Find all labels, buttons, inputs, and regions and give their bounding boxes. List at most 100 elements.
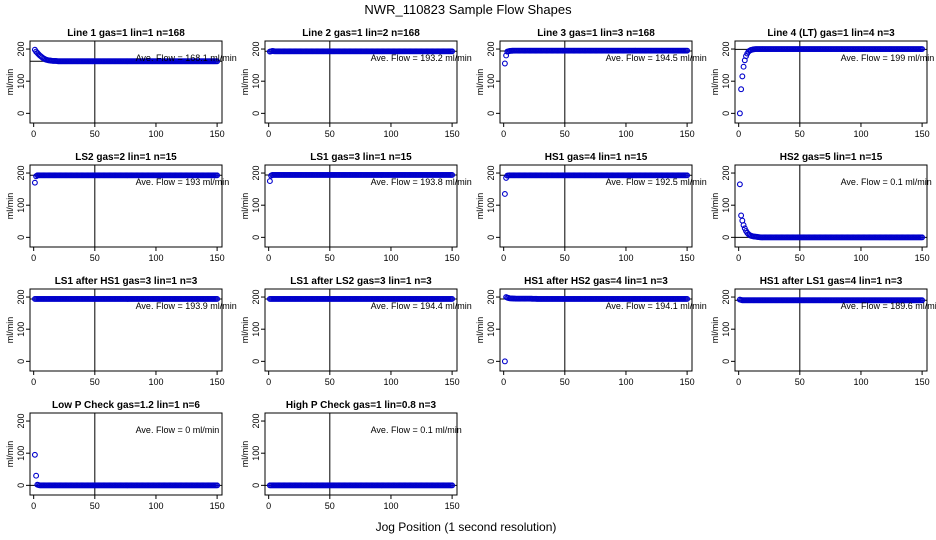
panel: Line 3 gas=1 lin=3 n=168 ml/min 0 50 100 150 0… bbox=[475, 28, 707, 139]
panel: LS1 gas=3 lin=1 n=15 ml/min 0 50 100 150 0 100 2… bbox=[240, 152, 472, 263]
panel-ylabel: ml/min bbox=[710, 193, 720, 220]
x-tick-label: 0 bbox=[31, 129, 36, 139]
data-point bbox=[501, 190, 508, 197]
y-tick-label: 0 bbox=[16, 359, 26, 364]
x-tick-label: 50 bbox=[795, 129, 805, 139]
y-tick-label: 0 bbox=[251, 235, 261, 240]
plot-frame bbox=[29, 164, 223, 248]
plot-frame bbox=[29, 412, 223, 496]
y-tick-label: 0 bbox=[721, 359, 731, 364]
y-tick-label: 200 bbox=[721, 166, 731, 181]
panel-annotation: Ave. Flow = 194.5 ml/min bbox=[606, 53, 707, 63]
panel: HS1 after LS1 gas=4 lin=1 n=3 ml/min 0 50 10… bbox=[710, 276, 936, 387]
data-point bbox=[740, 222, 747, 229]
x-tick-label: 0 bbox=[266, 377, 271, 387]
x-tick-label: 100 bbox=[383, 253, 398, 263]
x-tick-label: 0 bbox=[266, 253, 271, 263]
y-tick-label: 200 bbox=[16, 166, 26, 181]
plot-frame bbox=[29, 288, 223, 372]
panel-annotation: Ave. Flow = 168.1 ml/min bbox=[136, 53, 237, 63]
panel-annotation: Ave. Flow = 199 ml/min bbox=[841, 53, 935, 63]
x-tick-label: 100 bbox=[853, 129, 868, 139]
y-tick-label: 200 bbox=[251, 42, 261, 57]
y-tick-label: 0 bbox=[16, 235, 26, 240]
x-tick-label: 0 bbox=[501, 253, 506, 263]
x-tick-label: 0 bbox=[736, 253, 741, 263]
plot-frame bbox=[264, 40, 458, 124]
data-point bbox=[738, 212, 745, 219]
x-tick-label: 150 bbox=[445, 377, 460, 387]
panel-annotation: Ave. Flow = 194.4 ml/min bbox=[371, 301, 472, 311]
y-tick-label: 100 bbox=[251, 446, 261, 461]
x-tick-label: 50 bbox=[325, 253, 335, 263]
plot-frame bbox=[499, 288, 693, 372]
y-tick-label: 200 bbox=[251, 166, 261, 181]
x-tick-label: 50 bbox=[560, 129, 570, 139]
y-tick-label: 200 bbox=[721, 42, 731, 57]
data-point bbox=[212, 482, 219, 489]
y-tick-label: 100 bbox=[16, 74, 26, 89]
data-point bbox=[31, 179, 38, 186]
panel-annotation: Ave. Flow = 193 ml/min bbox=[136, 177, 230, 187]
x-tick-label: 150 bbox=[445, 501, 460, 511]
y-tick-label: 0 bbox=[16, 111, 26, 116]
x-tick-label: 50 bbox=[325, 377, 335, 387]
y-tick-label: 0 bbox=[721, 235, 731, 240]
panel-ylabel: ml/min bbox=[5, 69, 15, 96]
y-tick-label: 100 bbox=[16, 446, 26, 461]
panel-title: Line 3 gas=1 lin=3 n=168 bbox=[537, 28, 655, 39]
x-tick-label: 150 bbox=[210, 129, 225, 139]
y-tick-label: 100 bbox=[16, 198, 26, 213]
panel-title: LS1 after LS2 gas=3 lin=1 n=3 bbox=[290, 276, 432, 287]
panel-title: LS1 gas=3 lin=1 n=15 bbox=[310, 152, 412, 163]
y-tick-label: 100 bbox=[721, 198, 731, 213]
panel: HS1 gas=4 lin=1 n=15 ml/min 0 50 100 150 0 100 2… bbox=[475, 152, 707, 263]
x-tick-label: 100 bbox=[383, 501, 398, 511]
data-point bbox=[682, 47, 689, 54]
x-tick-label: 50 bbox=[795, 377, 805, 387]
plot-frame bbox=[264, 412, 458, 496]
x-tick-label: 100 bbox=[853, 377, 868, 387]
x-tick-label: 150 bbox=[680, 253, 695, 263]
x-tick-label: 150 bbox=[210, 253, 225, 263]
panel-title: HS1 after LS1 gas=4 lin=1 n=3 bbox=[760, 276, 903, 287]
x-tick-label: 0 bbox=[31, 253, 36, 263]
x-tick-label: 100 bbox=[148, 377, 163, 387]
x-tick-label: 100 bbox=[383, 129, 398, 139]
x-tick-label: 50 bbox=[560, 377, 570, 387]
x-tick-label: 0 bbox=[736, 377, 741, 387]
panel: LS1 after HS1 gas=3 lin=1 n=3 ml/min 0 50 10… bbox=[5, 276, 237, 387]
panel-ylabel: ml/min bbox=[5, 317, 15, 344]
figure-xlabel: Jog Position (1 second resolution) bbox=[376, 520, 557, 534]
panel-title: LS1 after HS1 gas=3 lin=1 n=3 bbox=[55, 276, 198, 287]
x-tick-label: 150 bbox=[915, 129, 930, 139]
data-point bbox=[917, 234, 924, 241]
x-tick-label: 100 bbox=[853, 253, 868, 263]
panel-annotation: Ave. Flow = 0.1 ml/min bbox=[371, 425, 462, 435]
plot-frame bbox=[734, 40, 928, 124]
panel-title: LS2 gas=2 lin=1 n=15 bbox=[75, 152, 177, 163]
x-tick-label: 50 bbox=[90, 129, 100, 139]
x-tick-label: 100 bbox=[618, 253, 633, 263]
panel-annotation: Ave. Flow = 189.6 ml/min bbox=[841, 301, 936, 311]
data-point bbox=[501, 60, 508, 67]
y-tick-label: 200 bbox=[486, 166, 496, 181]
data-point bbox=[682, 172, 689, 179]
panel-title: HS1 after HS2 gas=4 lin=1 n=3 bbox=[524, 276, 668, 287]
panel: High P Check gas=1 lin=0.8 n=3 ml/min 0 50 1… bbox=[240, 400, 462, 511]
x-tick-label: 50 bbox=[560, 253, 570, 263]
y-tick-label: 100 bbox=[251, 74, 261, 89]
data-point bbox=[447, 296, 454, 302]
x-tick-label: 150 bbox=[915, 253, 930, 263]
y-tick-label: 200 bbox=[251, 414, 261, 429]
data-point bbox=[212, 172, 219, 179]
y-tick-label: 0 bbox=[486, 235, 496, 240]
y-tick-label: 0 bbox=[721, 111, 731, 116]
y-tick-label: 0 bbox=[251, 359, 261, 364]
panel-ylabel: ml/min bbox=[240, 69, 250, 96]
y-tick-label: 100 bbox=[251, 322, 261, 337]
panel-title: Line 4 (LT) gas=1 lin=4 n=3 bbox=[767, 28, 895, 39]
data-point bbox=[447, 482, 454, 489]
y-tick-label: 200 bbox=[721, 290, 731, 305]
